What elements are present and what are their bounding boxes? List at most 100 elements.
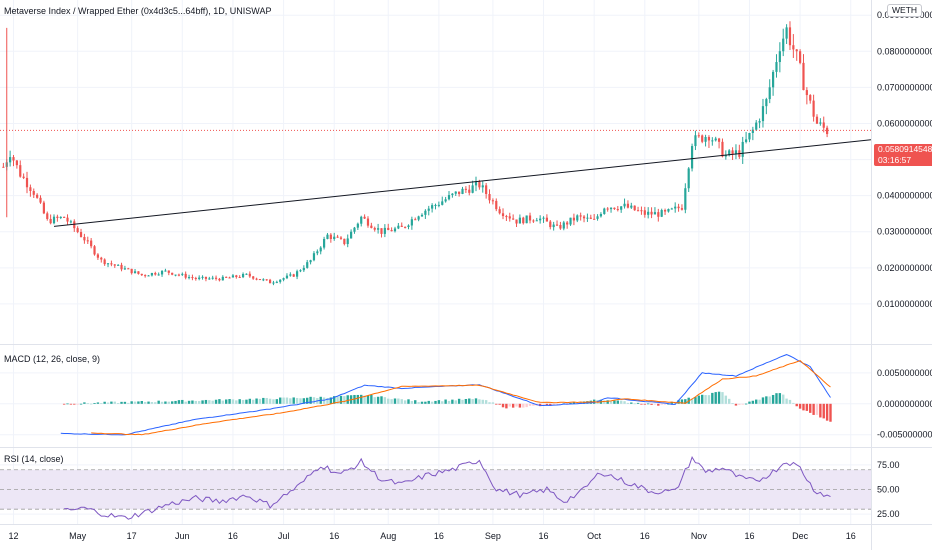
candle-body[interactable] (140, 273, 143, 276)
candle-body[interactable] (383, 227, 386, 234)
candle-body[interactable] (36, 194, 39, 198)
candle-body[interactable] (491, 200, 494, 202)
candle-body[interactable] (447, 195, 451, 200)
candle-body[interactable] (424, 210, 427, 215)
candle-body[interactable] (322, 238, 326, 248)
candle-body[interactable] (120, 264, 123, 270)
candle-body[interactable] (599, 214, 603, 217)
candle-body[interactable] (147, 275, 150, 277)
candle-body[interactable] (431, 205, 434, 209)
candle-body[interactable] (474, 181, 478, 186)
candle-body[interactable] (593, 218, 596, 220)
candle-body[interactable] (292, 274, 295, 277)
candle-body[interactable] (458, 191, 461, 194)
candle-body[interactable] (252, 276, 255, 279)
candle-body[interactable] (748, 132, 751, 140)
candle-body[interactable] (741, 141, 744, 157)
candle-body[interactable] (160, 270, 164, 275)
candle-body[interactable] (268, 279, 272, 284)
candle-body[interactable] (488, 194, 491, 201)
candle-body[interactable] (117, 264, 120, 266)
candle-body[interactable] (380, 228, 383, 234)
candle-body[interactable] (515, 219, 518, 224)
candle-body[interactable] (677, 206, 680, 209)
candle-body[interactable] (765, 99, 768, 107)
candle-body[interactable] (687, 168, 690, 189)
candle-body[interactable] (701, 135, 704, 142)
candle-body[interactable] (572, 217, 576, 221)
candle-body[interactable] (218, 278, 221, 281)
candle-body[interactable] (788, 27, 792, 46)
candle-body[interactable] (133, 271, 137, 274)
candle-body[interactable] (171, 272, 174, 275)
candle-body[interactable] (137, 271, 140, 274)
candle-body[interactable] (363, 216, 366, 219)
candle-body[interactable] (755, 122, 758, 130)
candle-body[interactable] (815, 116, 819, 124)
candle-body[interactable] (505, 216, 508, 218)
candle-body[interactable] (657, 212, 660, 217)
candle-body[interactable] (275, 281, 278, 283)
candle-body[interactable] (285, 275, 289, 279)
candle-body[interactable] (400, 225, 403, 227)
candle-body[interactable] (56, 216, 59, 218)
candle-body[interactable] (441, 201, 444, 205)
candle-body[interactable] (552, 224, 555, 228)
candle-body[interactable] (46, 213, 49, 219)
current-price-tag[interactable]: 0.0580914548 03:16:57 (874, 144, 932, 166)
candle-body[interactable] (39, 197, 42, 203)
candle-body[interactable] (606, 208, 609, 210)
candle-body[interactable] (245, 273, 248, 275)
candle-body[interactable] (427, 208, 430, 211)
candle-body[interactable] (795, 49, 798, 52)
candle-body[interactable] (393, 228, 397, 232)
candle-body[interactable] (154, 273, 157, 275)
candle-body[interactable] (562, 222, 565, 229)
candle-body[interactable] (647, 211, 650, 215)
candle-body[interactable] (336, 236, 339, 238)
candle-body[interactable] (63, 216, 66, 218)
candle-body[interactable] (771, 71, 775, 88)
candle-body[interactable] (113, 264, 116, 266)
candle-body[interactable] (674, 206, 677, 209)
candle-body[interactable] (468, 189, 471, 193)
candle-body[interactable] (123, 268, 127, 270)
candle-body[interactable] (805, 90, 808, 96)
candle-body[interactable] (407, 225, 410, 227)
candle-body[interactable] (174, 274, 177, 276)
candle-body[interactable] (518, 217, 521, 224)
candle-body[interactable] (265, 279, 268, 281)
candle-body[interactable] (83, 237, 86, 241)
candle-body[interactable] (528, 215, 532, 221)
candle-body[interactable] (25, 177, 29, 188)
candle-body[interactable] (387, 227, 390, 231)
candle-body[interactable] (809, 95, 812, 101)
candle-body[interactable] (339, 237, 343, 239)
candle-body[interactable] (576, 215, 579, 221)
candle-body[interactable] (451, 193, 454, 196)
candle-body[interactable] (329, 234, 332, 240)
candle-body[interactable] (690, 146, 694, 169)
candle-body[interactable] (255, 278, 258, 280)
candle-body[interactable] (775, 62, 778, 72)
candle-body[interactable] (417, 216, 420, 220)
candle-body[interactable] (211, 277, 214, 279)
candle-body[interactable] (545, 217, 549, 222)
candle-body[interactable] (356, 223, 359, 228)
candle-body[interactable] (498, 209, 501, 214)
candle-body[interactable] (187, 277, 191, 279)
candle-body[interactable] (623, 203, 626, 207)
candle-body[interactable] (785, 27, 788, 39)
candle-body[interactable] (12, 157, 15, 161)
candle-body[interactable] (586, 217, 589, 219)
candle-body[interactable] (667, 209, 670, 212)
candle-body[interactable] (194, 278, 197, 280)
candle-body[interactable] (802, 62, 805, 91)
candle-body[interactable] (204, 276, 208, 279)
candle-body[interactable] (9, 157, 12, 163)
candle-body[interactable] (626, 203, 630, 208)
candle-body[interactable] (66, 217, 69, 222)
candle-body[interactable] (127, 268, 130, 270)
